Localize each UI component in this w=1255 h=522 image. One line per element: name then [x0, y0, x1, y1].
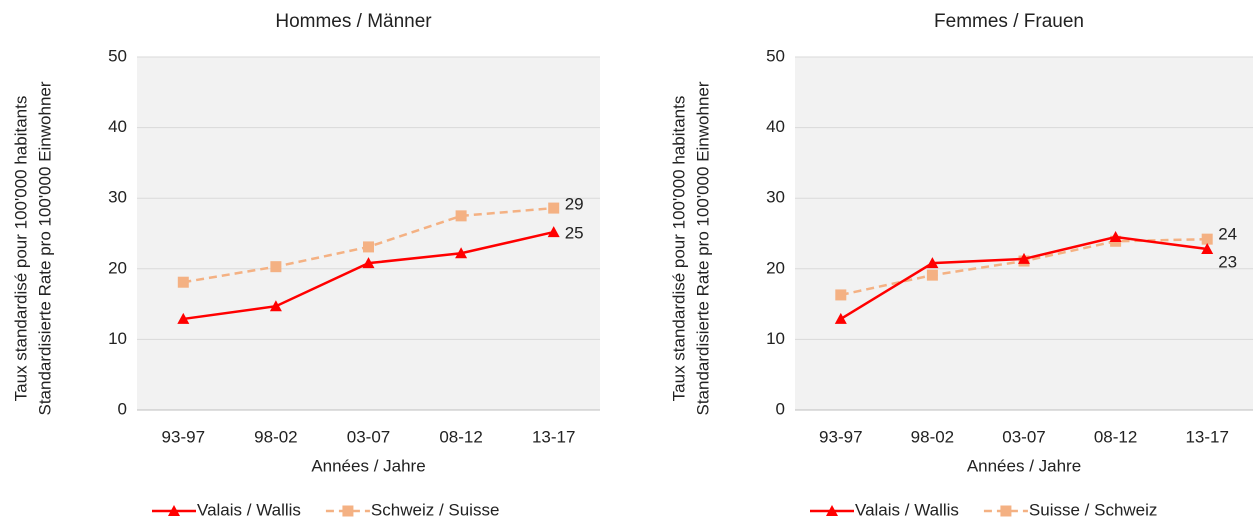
legend-label: Valais / Wallis: [197, 500, 301, 519]
y-tick-label: 40: [108, 117, 127, 136]
y-tick-label: 30: [766, 188, 785, 207]
x-tick-label: 98-02: [911, 427, 954, 446]
marker: [1000, 505, 1012, 517]
marker: [835, 289, 847, 301]
marker: [363, 241, 374, 253]
marker: [269, 300, 282, 312]
chart-title: Femmes / Frauen: [934, 11, 1084, 32]
marker: [177, 276, 189, 288]
x-tick-label: 93-97: [819, 427, 862, 446]
marker: [270, 261, 282, 273]
marker: [826, 505, 838, 516]
y-tick-label: 50: [108, 46, 127, 65]
legend-label: Suisse / Schweiz: [1029, 500, 1158, 519]
y-axis-label: Standardisierte Rate pro 100'000 Einwohn…: [35, 81, 54, 415]
marker: [834, 312, 847, 324]
legend-label: Valais / Wallis: [855, 500, 959, 519]
value-label: 29: [565, 195, 584, 214]
x-axis-label: Années / Jahre: [967, 456, 1081, 475]
marker: [362, 257, 375, 269]
y-tick-label: 20: [108, 258, 127, 277]
y-tick-label: 10: [766, 329, 785, 348]
plot-area: [137, 57, 600, 410]
x-axis-label: Années / Jahre: [311, 456, 425, 475]
marker: [1201, 243, 1214, 255]
y-tick-label: 20: [766, 258, 785, 277]
y-tick-label: 10: [108, 329, 127, 348]
y-tick-label: 40: [766, 117, 785, 136]
marker: [1018, 252, 1030, 264]
y-tick-label: 30: [108, 188, 127, 207]
x-tick-label: 93-97: [162, 427, 205, 446]
x-tick-label: 13-17: [532, 427, 575, 446]
marker: [455, 247, 468, 259]
x-tick-label: 98-02: [254, 427, 297, 446]
y-axis-label: Standardisierte Rate pro 100'000 Einwohn…: [693, 81, 712, 415]
x-tick-label: 03-07: [1002, 427, 1045, 446]
chart-title: Hommes / Männer: [275, 11, 432, 32]
marker: [926, 269, 938, 281]
y-tick-label: 0: [776, 399, 785, 418]
value-label: 23: [1218, 253, 1237, 272]
legend-label: Schweiz / Suisse: [371, 500, 500, 519]
x-tick-label: 13-17: [1185, 427, 1228, 446]
y-axis-label: Taux standardisé pour 100'000 habitants: [11, 96, 30, 402]
marker: [548, 202, 560, 214]
marker: [168, 505, 180, 516]
marker: [1201, 233, 1213, 245]
x-tick-label: 08-12: [1094, 427, 1137, 446]
x-tick-label: 03-07: [347, 427, 390, 446]
marker: [926, 257, 939, 269]
value-label: 24: [1218, 225, 1237, 244]
marker: [342, 505, 354, 517]
y-tick-label: 50: [766, 46, 785, 65]
y-tick-label: 0: [118, 399, 127, 418]
plot-area: [795, 57, 1253, 410]
value-label: 25: [565, 224, 584, 243]
x-tick-label: 08-12: [439, 427, 482, 446]
y-axis-label: Taux standardisé pour 100'000 habitants: [669, 96, 688, 402]
marker: [455, 210, 467, 222]
marker: [547, 226, 560, 238]
marker: [177, 312, 190, 324]
marker: [1109, 231, 1122, 243]
